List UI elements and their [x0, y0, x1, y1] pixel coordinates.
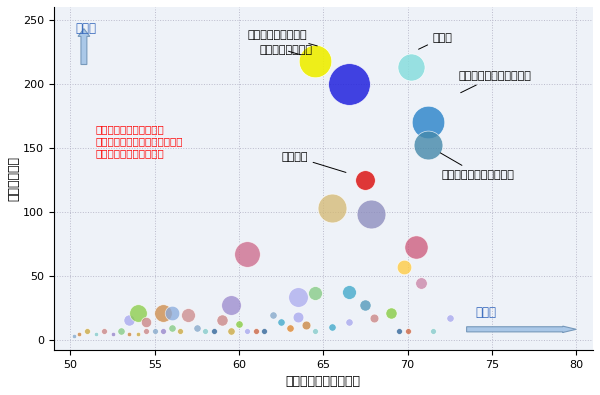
Point — [175, 327, 185, 334]
Point — [74, 331, 83, 338]
Point — [108, 331, 118, 338]
Point — [302, 322, 311, 329]
FancyArrow shape — [78, 29, 90, 64]
Point — [293, 313, 303, 320]
Point — [285, 325, 295, 331]
Point — [406, 64, 416, 70]
Point — [386, 310, 395, 316]
Text: ＪＦＥエンジニアリング: ＪＦＥエンジニアリング — [458, 71, 531, 93]
Point — [167, 310, 176, 316]
Point — [226, 302, 235, 308]
Point — [327, 324, 337, 330]
Point — [327, 205, 337, 211]
Point — [100, 327, 109, 334]
Text: 円の大きさ：有効特許数
縦軸（権利者スコア）：総合力
横軸（最高値）：個別力: 円の大きさ：有効特許数 縦軸（権利者スコア）：総合力 横軸（最高値）：個別力 — [96, 125, 183, 158]
Point — [310, 58, 320, 64]
Point — [91, 331, 101, 338]
Point — [242, 327, 252, 334]
Point — [411, 244, 421, 250]
Point — [142, 318, 151, 325]
Y-axis label: 権利者スコア: 権利者スコア — [7, 156, 20, 201]
Point — [125, 331, 134, 338]
Point — [242, 251, 252, 257]
Point — [69, 333, 79, 339]
Text: タクマ: タクマ — [419, 33, 453, 49]
Point — [158, 310, 168, 316]
Point — [277, 318, 286, 325]
Point — [344, 81, 353, 87]
X-axis label: パテントスコア最高値: パテントスコア最高値 — [286, 375, 361, 388]
Point — [344, 289, 353, 295]
Text: 個別力: 個別力 — [475, 306, 496, 319]
Point — [226, 327, 235, 334]
Point — [192, 325, 202, 331]
Point — [366, 211, 376, 217]
Point — [268, 312, 278, 318]
Point — [217, 317, 227, 324]
Point — [403, 327, 412, 334]
Point — [400, 263, 409, 270]
Point — [369, 315, 379, 321]
Point — [251, 327, 260, 334]
Text: エンジニアリング: エンジニアリング — [259, 45, 312, 55]
Point — [234, 321, 244, 327]
Point — [310, 327, 320, 334]
Point — [394, 327, 404, 334]
Point — [158, 327, 168, 334]
FancyArrow shape — [467, 326, 576, 333]
Text: 神顔環境ソリューション: 神顔環境ソリューション — [440, 153, 514, 179]
Point — [361, 302, 370, 308]
Point — [142, 327, 151, 334]
Point — [167, 325, 176, 331]
Point — [133, 331, 143, 338]
Point — [200, 327, 210, 334]
Point — [209, 327, 218, 334]
Point — [260, 327, 269, 334]
Point — [310, 290, 320, 297]
Point — [133, 310, 143, 316]
Text: 三菱重工環境・化学: 三菱重工環境・化学 — [247, 30, 317, 46]
Point — [150, 327, 160, 334]
Point — [184, 312, 193, 318]
Point — [116, 327, 126, 334]
Point — [445, 315, 455, 321]
Point — [416, 280, 426, 286]
Point — [344, 318, 353, 325]
Text: 新東工業: 新東工業 — [281, 152, 346, 173]
Point — [423, 142, 433, 148]
Text: 総合力: 総合力 — [76, 22, 97, 35]
Point — [423, 119, 433, 125]
Point — [125, 317, 134, 324]
Point — [428, 327, 437, 334]
Point — [361, 177, 370, 183]
Point — [293, 294, 303, 301]
Point — [82, 327, 92, 334]
